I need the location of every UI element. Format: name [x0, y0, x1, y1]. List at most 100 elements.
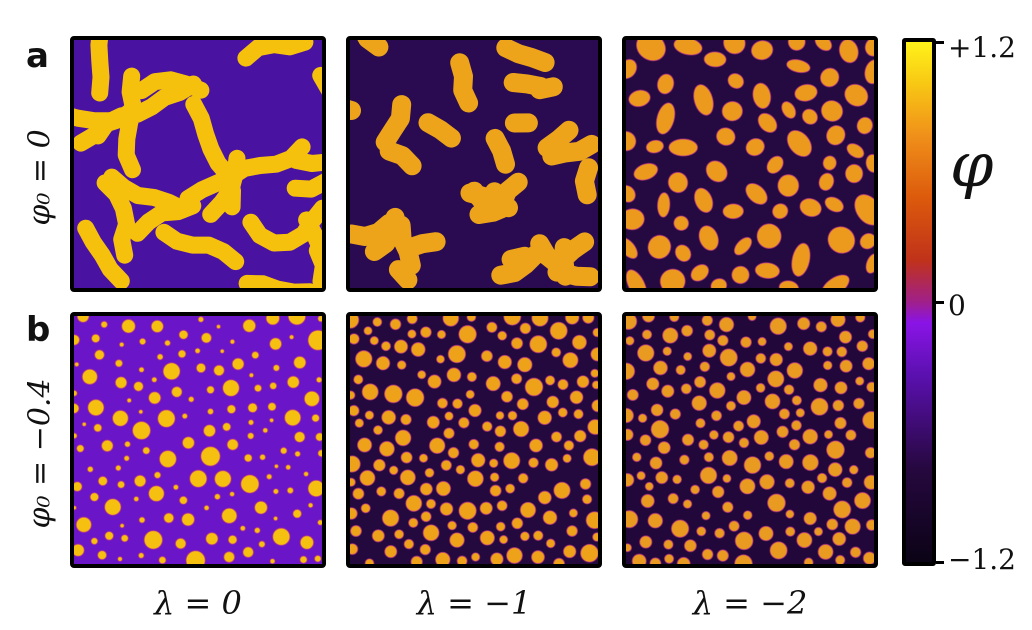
droplet [157, 409, 176, 428]
droplet [785, 509, 795, 519]
droplet [854, 376, 865, 386]
droplet [74, 432, 78, 440]
colorbar [902, 38, 936, 566]
domain [626, 237, 639, 260]
domain-stripe [375, 95, 412, 152]
droplet [836, 346, 848, 358]
droplet [268, 417, 275, 424]
droplet [435, 354, 446, 364]
domain-stripe [357, 40, 389, 57]
droplet [181, 512, 196, 527]
droplet [592, 532, 598, 542]
droplet [822, 346, 833, 357]
droplet [87, 398, 105, 417]
droplet [458, 501, 477, 521]
droplet [97, 550, 108, 561]
droplet [200, 446, 221, 467]
domain-stripe [450, 53, 479, 113]
droplet [444, 411, 454, 421]
droplet [466, 470, 485, 488]
droplet [827, 462, 843, 478]
droplet [498, 534, 509, 545]
droplet [718, 316, 735, 333]
colorbar-tick-top [936, 41, 944, 44]
domain-stripe [286, 173, 322, 198]
droplet [153, 471, 162, 480]
droplet [545, 538, 556, 549]
droplet [442, 316, 460, 327]
droplet [516, 356, 533, 373]
domain [626, 58, 638, 80]
droplet [416, 370, 427, 380]
droplet [528, 457, 540, 469]
droplet [495, 410, 505, 421]
domain [733, 236, 753, 256]
droplet [562, 351, 579, 369]
droplet [315, 432, 322, 442]
droplet [229, 491, 236, 498]
droplet [544, 457, 559, 472]
droplet [626, 407, 635, 424]
droplet [552, 557, 566, 564]
domain [721, 100, 744, 122]
droplet [279, 446, 288, 455]
droplet [841, 477, 853, 489]
droplet [172, 483, 180, 491]
droplet [375, 486, 387, 497]
droplet [582, 448, 598, 467]
droplet [74, 334, 81, 346]
domain [864, 40, 874, 57]
droplet [810, 397, 829, 416]
droplet [405, 494, 423, 512]
droplet [626, 362, 636, 381]
domain-stripe [388, 260, 418, 288]
droplet [350, 524, 363, 538]
droplet [243, 453, 253, 463]
droplet [830, 316, 846, 328]
droplet [489, 484, 502, 497]
droplet [400, 451, 413, 464]
droplet [650, 419, 670, 439]
droplet [189, 469, 208, 488]
droplet [287, 316, 307, 326]
domain [705, 160, 728, 183]
droplet [458, 324, 477, 344]
domain-stripe [530, 234, 575, 286]
droplet [425, 498, 437, 510]
domain [824, 196, 845, 213]
droplet [728, 520, 740, 532]
domain-stripe [501, 246, 535, 269]
droplet [755, 352, 767, 365]
droplet [822, 360, 833, 371]
droplet [81, 368, 99, 386]
droplet [375, 355, 391, 371]
domain [698, 225, 720, 252]
domain [865, 153, 874, 173]
droplet [262, 427, 269, 434]
droplet [388, 465, 399, 476]
pattern-blobs [350, 40, 598, 288]
droplet [269, 337, 283, 351]
droplet [352, 487, 365, 500]
domain [626, 130, 637, 152]
droplet [563, 439, 575, 451]
droplet [784, 477, 796, 489]
droplet [394, 429, 412, 447]
droplet [708, 381, 726, 399]
droplet [457, 416, 470, 429]
domain [752, 82, 772, 110]
droplet [272, 527, 291, 546]
droplet [691, 395, 708, 412]
column-label-lambda-minus1: λ = −1 [416, 584, 532, 622]
column-label-lambda-0: λ = 0 [154, 584, 242, 622]
domain [633, 162, 659, 181]
droplet [410, 341, 426, 358]
droplet [292, 508, 303, 519]
droplet [427, 374, 442, 389]
droplet [739, 478, 756, 495]
droplet [137, 552, 145, 559]
droplet [519, 531, 530, 542]
domain [786, 58, 811, 74]
droplet [530, 550, 546, 564]
droplet [562, 453, 572, 464]
